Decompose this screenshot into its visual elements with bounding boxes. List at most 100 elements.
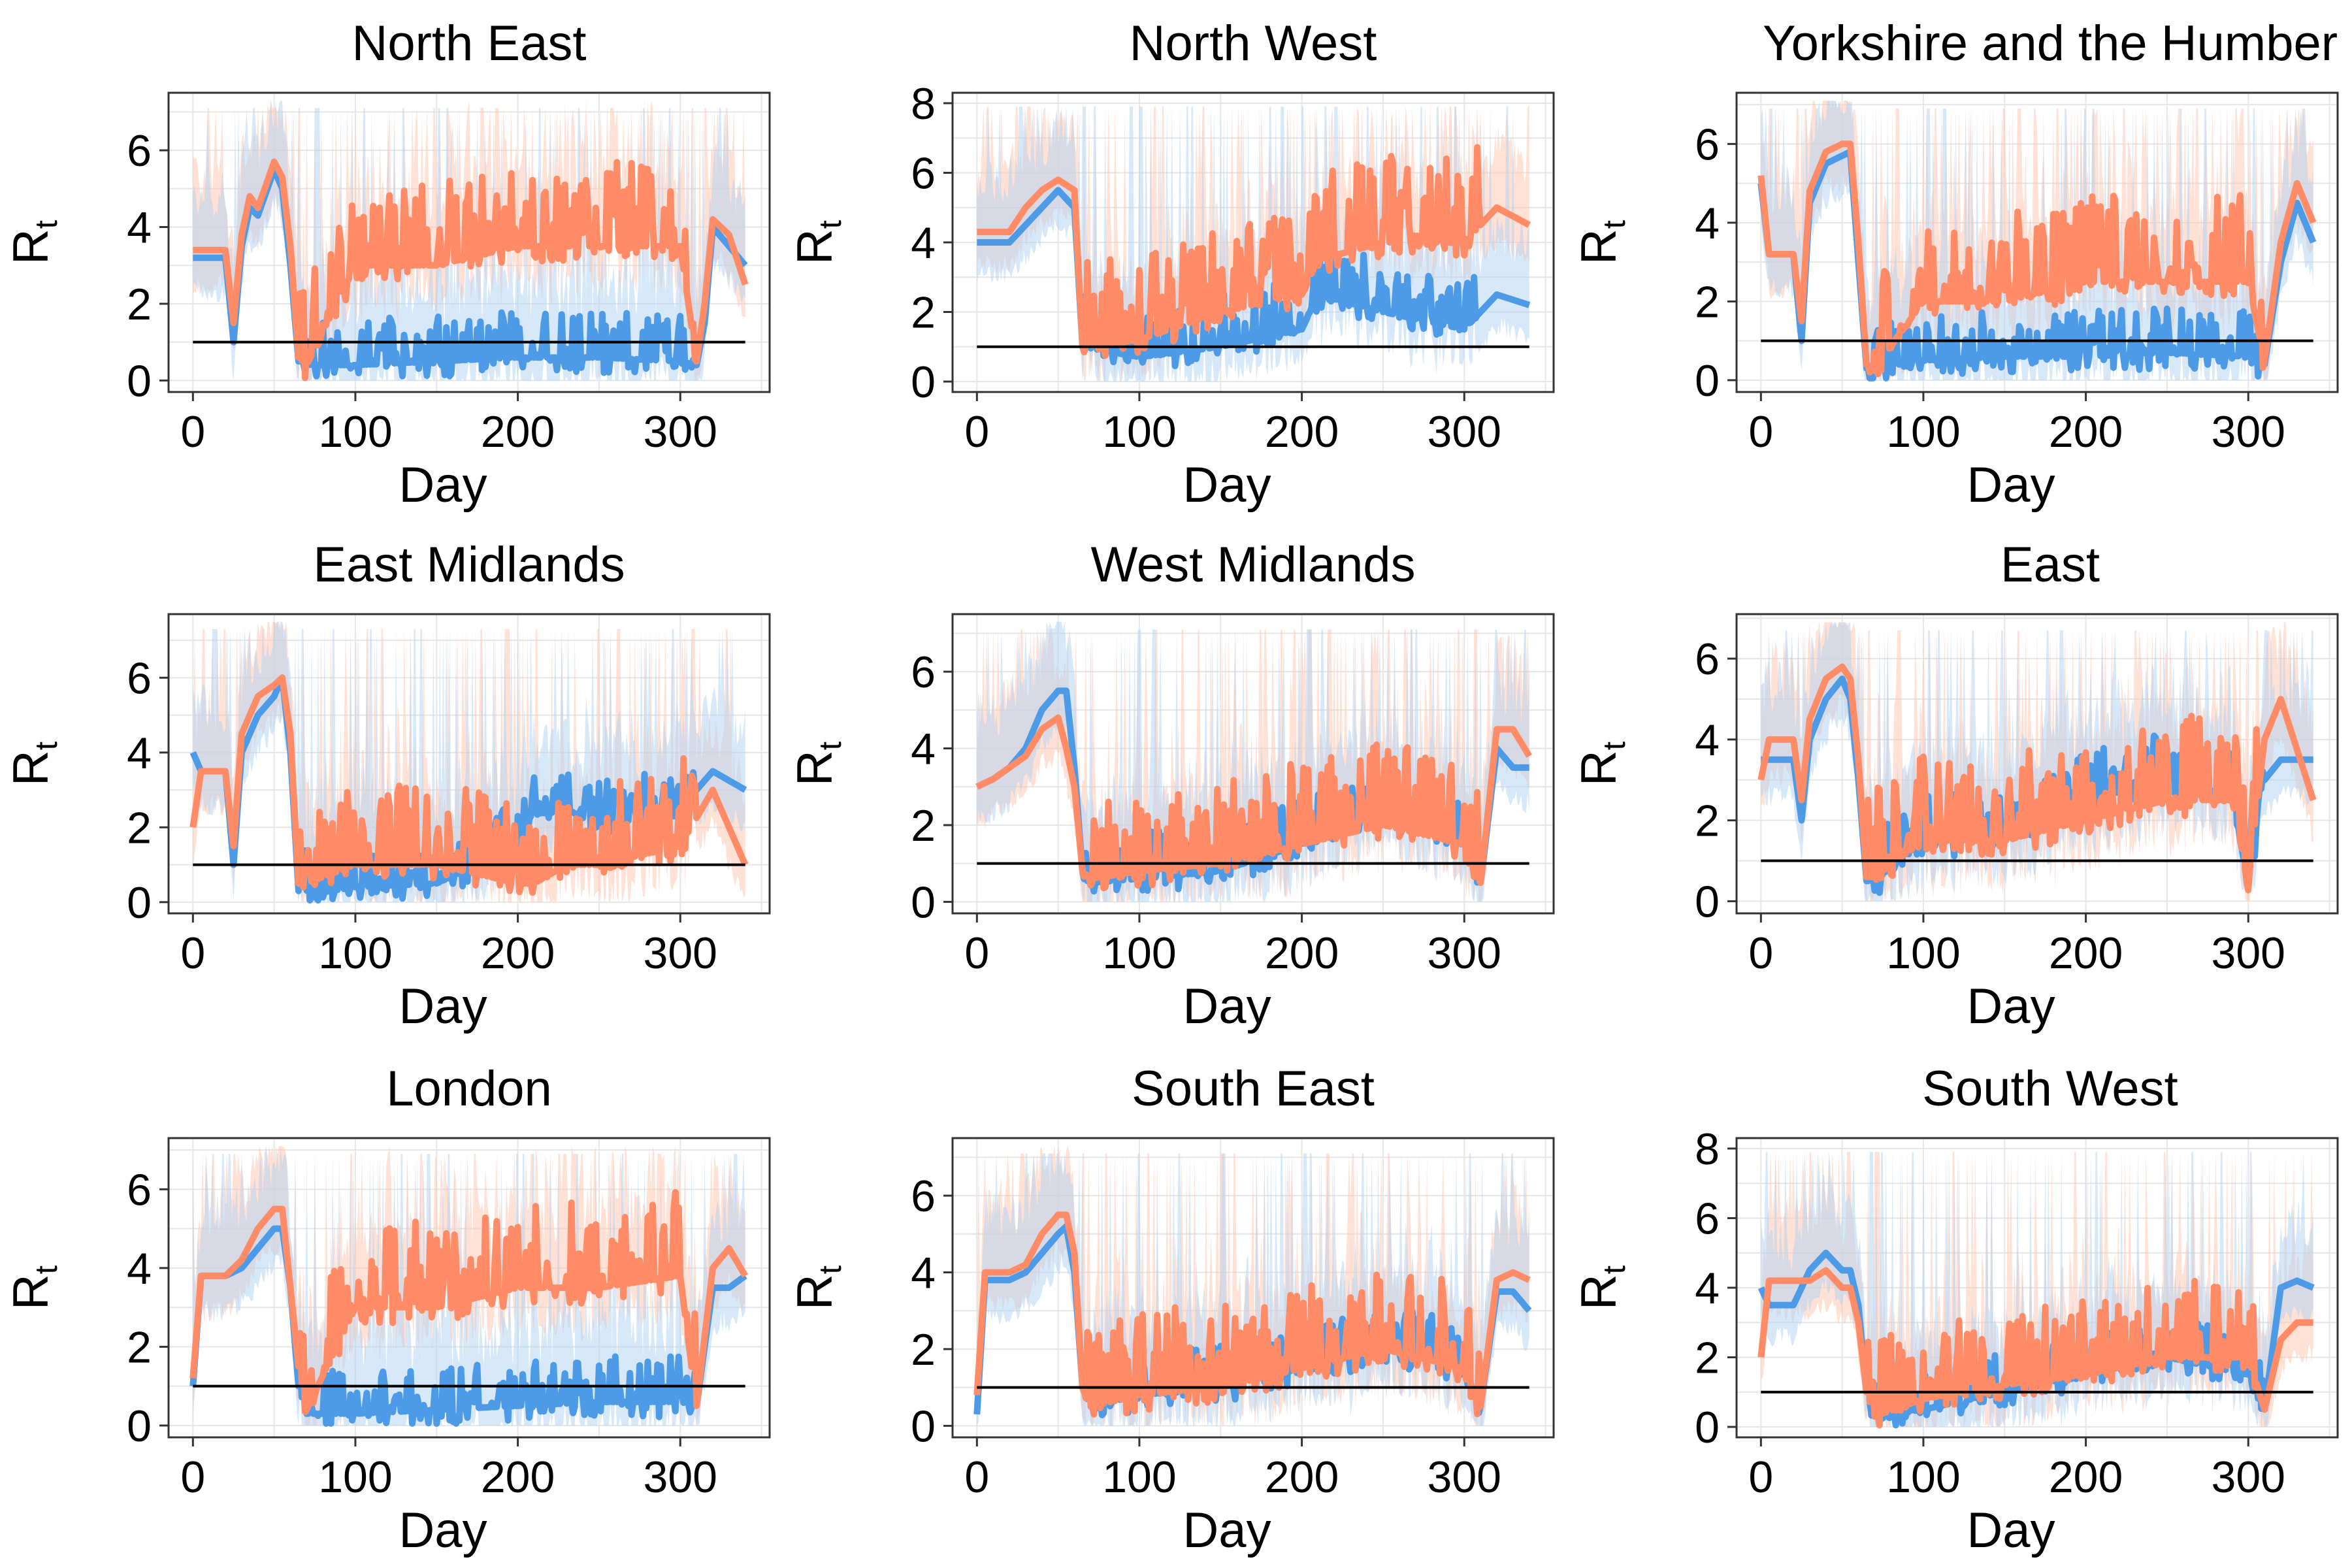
- x-axis-label: Day: [1967, 1503, 2055, 1558]
- panel-east: 0 2 4 6 0 100 200 300 East Day Rt: [1571, 537, 2339, 1034]
- x-tick-label: 200: [1265, 407, 1339, 457]
- y-tick-label: 4: [127, 728, 152, 778]
- y-tick-label: 6: [911, 1171, 936, 1221]
- x-axis-label: Day: [1183, 457, 1271, 513]
- y-tick-label: 2: [1695, 796, 1720, 846]
- panel-yorkshire-and-the-humber: 0 2 4 6 0 100 200 300 Yorkshire and the Humber Da…: [1571, 16, 2339, 513]
- y-tick-label: 4: [911, 218, 936, 268]
- y-axis-label-subscript: t: [29, 1266, 64, 1274]
- series-1-band: [193, 1146, 745, 1426]
- y-tick-label: 0: [127, 1401, 152, 1451]
- plot-area: [973, 1145, 1532, 1426]
- y-axis-label-main: R: [3, 750, 59, 786]
- series-2-line: [191, 158, 749, 382]
- y-axis-label: Rt: [787, 220, 848, 265]
- x-tick-label: 200: [481, 407, 555, 457]
- x-tick-label: 0: [1748, 1452, 1773, 1502]
- x-tick-label: 100: [1102, 1452, 1176, 1502]
- y-tick-label: 0: [127, 878, 152, 928]
- x-tick-label: 100: [318, 1452, 392, 1502]
- x-tick-label: 200: [1265, 928, 1339, 978]
- x-axis-label: Day: [1183, 979, 1271, 1034]
- y-tick-label: 6: [911, 647, 936, 697]
- y-tick-label: 0: [911, 1401, 936, 1451]
- series-2-line: [1757, 663, 2317, 894]
- x-tick-label: 200: [481, 1452, 555, 1502]
- x-axis-label: Day: [1967, 457, 2055, 513]
- series-2-line: [189, 1188, 748, 1415]
- y-tick-label: 6: [127, 653, 152, 703]
- y-tick-label: 2: [911, 801, 936, 851]
- x-tick-label: 200: [2049, 1452, 2123, 1502]
- x-tick-label: 0: [964, 1452, 989, 1502]
- y-axis-label-subscript: t: [1597, 220, 1632, 229]
- y-axis-label: Rt: [787, 742, 848, 786]
- y-tick-label: 2: [911, 1325, 936, 1375]
- series-1-band: [1761, 101, 2313, 380]
- x-axis-label: Day: [399, 979, 487, 1034]
- x-tick-label: 300: [1428, 1452, 1501, 1502]
- x-tick-label: 100: [1886, 928, 1960, 978]
- y-tick-label: 6: [1695, 634, 1720, 684]
- series-2-line: [1757, 140, 2317, 378]
- y-tick-label: 4: [127, 1244, 152, 1294]
- x-tick-label: 0: [180, 1452, 205, 1502]
- x-tick-label: 300: [644, 407, 717, 457]
- panel-title: West Midlands: [1090, 537, 1415, 593]
- panel-title: London: [386, 1061, 552, 1117]
- series-2-line: [1757, 1267, 2315, 1429]
- plot-frame: [1735, 91, 2339, 393]
- y-tick-label: 6: [127, 126, 152, 176]
- y-axis-label: Rt: [3, 742, 64, 786]
- y-tick-label: 2: [1695, 1333, 1720, 1383]
- panel-title: South West: [1922, 1061, 2178, 1117]
- y-tick-label: 4: [1695, 1264, 1720, 1313]
- y-tick-label: 4: [127, 203, 152, 253]
- y-tick-label: 4: [911, 1249, 936, 1298]
- plot-frame: [1735, 613, 2339, 915]
- x-tick-label: 100: [318, 928, 392, 978]
- y-axis-label-main: R: [1571, 1274, 1627, 1310]
- plot-frame: [167, 1137, 771, 1439]
- y-axis-label: Rt: [1571, 220, 1632, 265]
- panel-north-west: 0 2 4 6 8 0 100 200 300 North West Day Rt: [787, 16, 1555, 513]
- plot-area: [1757, 1152, 2315, 1429]
- y-tick-label: 6: [1695, 1194, 1720, 1243]
- x-tick-label: 100: [318, 407, 392, 457]
- y-axis-label-subscript: t: [813, 1266, 848, 1274]
- y-tick-label: 4: [1695, 199, 1720, 248]
- x-axis-label: Day: [1967, 979, 2055, 1034]
- series-2-line: [975, 714, 1532, 892]
- plot-area: [189, 621, 749, 904]
- plot-area: [1757, 622, 2317, 902]
- plot-frame: [167, 613, 771, 915]
- panel-title: South East: [1132, 1061, 1375, 1117]
- series-2-line: [975, 144, 1531, 359]
- plot-area: [975, 99, 1531, 382]
- y-tick-label: 6: [911, 148, 936, 198]
- y-tick-label: 0: [1695, 1403, 1720, 1452]
- y-tick-label: 6: [127, 1165, 152, 1215]
- x-tick-label: 300: [1428, 928, 1501, 978]
- x-axis-label: Day: [399, 1503, 487, 1558]
- series-2-line: [189, 674, 749, 896]
- series-2-line: [973, 1211, 1531, 1418]
- plot-frame: [951, 1137, 1555, 1439]
- y-tick-label: 4: [911, 725, 936, 774]
- y-tick-label: 0: [1695, 356, 1720, 406]
- y-tick-label: 0: [911, 357, 936, 407]
- y-axis-label: Rt: [787, 1266, 848, 1310]
- y-tick-label: 0: [1695, 877, 1720, 926]
- y-axis-label-main: R: [1571, 229, 1627, 265]
- panel-east-midlands: 0 2 4 6 0 100 200 300 East Midlands Day Rt: [3, 537, 771, 1034]
- y-tick-label: 0: [127, 356, 152, 406]
- y-axis-label-subscript: t: [1597, 742, 1632, 750]
- y-tick-label: 8: [1695, 1124, 1720, 1174]
- x-axis-label: Day: [1183, 1503, 1271, 1558]
- plot-area: [191, 100, 749, 382]
- y-axis-label: Rt: [3, 220, 64, 265]
- x-tick-label: 0: [964, 407, 989, 457]
- panel-south-west: 0 2 4 6 8 0 100 200 300 South West Day Rt: [1571, 1061, 2339, 1558]
- y-axis-label: Rt: [1571, 742, 1632, 786]
